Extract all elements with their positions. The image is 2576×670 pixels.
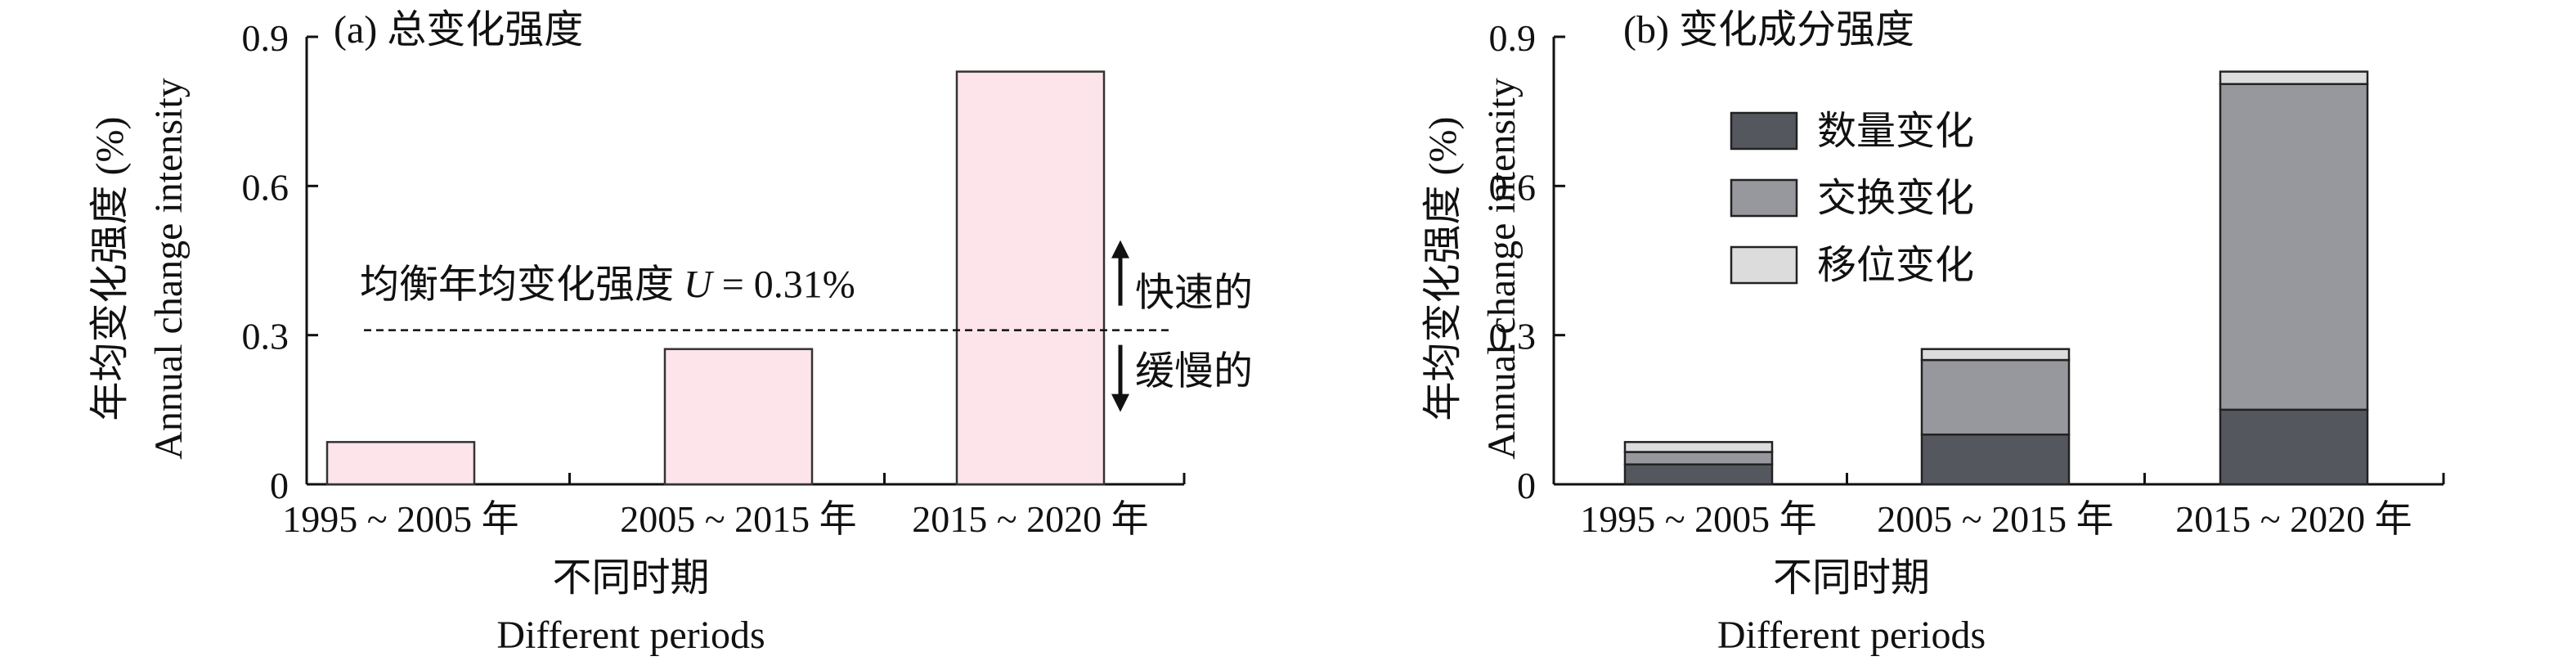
legend-label: 移位变化	[1817, 244, 1974, 287]
x-tick-label: 1995 ~ 2005 年	[282, 498, 518, 540]
y-tick-label: 0.6	[242, 166, 289, 208]
x-tick-label: 1995 ~ 2005 年	[1580, 498, 1816, 540]
x-axis-label-en: Different periods	[496, 614, 765, 657]
y-tick-label: 0	[270, 465, 289, 506]
up-annotation: 快速的	[1135, 272, 1253, 315]
legend-label: 数量变化	[1817, 110, 1974, 153]
y-tick-label: 0.6	[1489, 166, 1537, 208]
y-axis-label-en: Annual change intensity	[1480, 78, 1524, 460]
bar-segment	[1623, 463, 1774, 486]
y-tick-label: 0.3	[242, 316, 289, 357]
legend-swatch	[1730, 245, 1798, 285]
reference-line-label-prefix: 均衡年均变化强度	[360, 263, 684, 307]
reference-line-label-var: U	[684, 263, 715, 307]
down-annotation: 缓慢的	[1135, 350, 1253, 393]
reference-line-label: 均衡年均变化强度 U = 0.31%	[360, 263, 855, 307]
bar	[663, 348, 814, 486]
bar-segment	[1623, 441, 1774, 453]
chart-title: (a) 总变化强度	[334, 8, 583, 52]
legend-swatch	[1730, 111, 1798, 151]
bar-segment	[1920, 358, 2071, 436]
bar	[955, 70, 1106, 486]
up-arrow-icon	[1111, 240, 1129, 259]
x-tick-label: 2015 ~ 2020 年	[912, 498, 1148, 540]
y-tick-label: 0	[1517, 465, 1536, 506]
x-axis-label-cn: 不同时期	[552, 556, 709, 600]
y-tick-label: 0.9	[1489, 17, 1537, 59]
x-tick-label: 2005 ~ 2015 年	[620, 498, 856, 540]
y-axis-label-cn: 年均变化强度 (%)	[1421, 117, 1465, 421]
reference-line-label-suffix: = 0.31%	[712, 263, 855, 307]
bar-segment	[1920, 348, 2071, 362]
y-axis-label-cn: 年均变化强度 (%)	[88, 117, 132, 421]
bar-segment	[1623, 451, 1774, 465]
x-tick-label: 2005 ~ 2015 年	[1877, 498, 2113, 540]
legend-label: 交换变化	[1817, 177, 1974, 220]
bar-segment	[2219, 70, 2369, 85]
bar-segment	[2219, 83, 2369, 411]
legend-swatch	[1730, 178, 1798, 218]
x-axis-label-en: Different periods	[1717, 614, 1986, 657]
bar	[325, 441, 476, 486]
down-arrow-icon	[1111, 393, 1129, 412]
chart-title: (b) 变化成分强度	[1623, 8, 1914, 52]
x-axis-label-cn: 不同时期	[1773, 556, 1930, 600]
y-axis-label-en: Annual change intensity	[147, 78, 191, 460]
y-tick-label: 0.3	[1489, 316, 1537, 357]
y-tick-label: 0.9	[242, 17, 289, 59]
bar-segment	[1920, 433, 2071, 486]
bar-segment	[2219, 408, 2369, 486]
x-tick-label: 2015 ~ 2020 年	[2175, 498, 2412, 540]
